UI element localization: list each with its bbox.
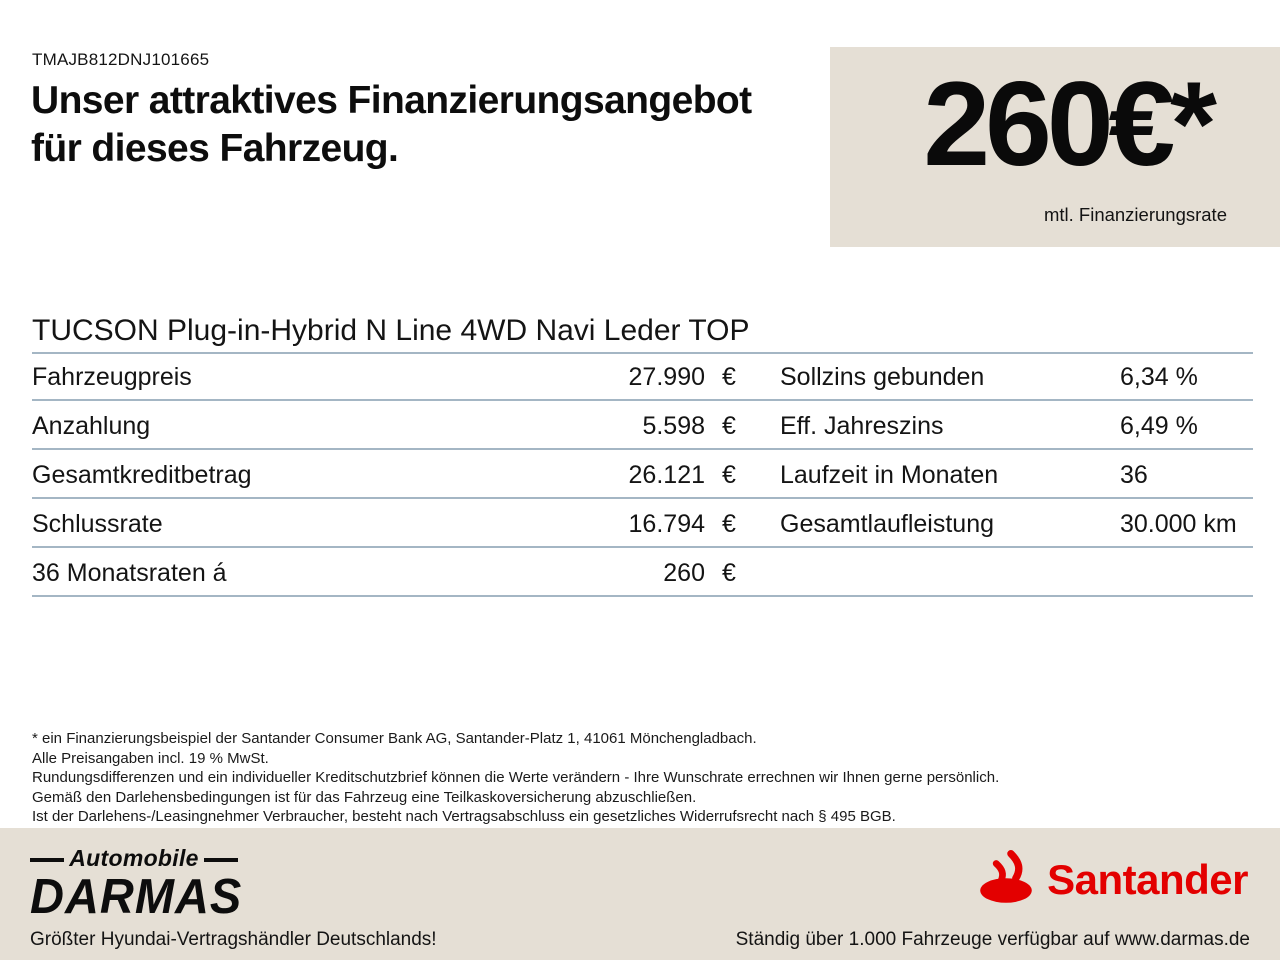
darmas-logo: Automobile DARMAS xyxy=(30,845,243,924)
footer-bar: Automobile DARMAS Größter Hyundai-Vertra… xyxy=(0,828,1280,960)
table-row: 36 Monatsraten á 260 € xyxy=(32,548,1253,597)
table-row: Anzahlung 5.598 € Eff. Jahreszins 6,49 % xyxy=(32,401,1253,450)
monthly-rate-value: 260€* xyxy=(923,57,1217,191)
row-label-right: Eff. Jahreszins xyxy=(780,412,944,440)
darmas-logo-wordmark: DARMAS xyxy=(30,868,243,924)
darmas-logo-top: Automobile xyxy=(30,845,238,872)
page-title-line1: Unser attraktives Finanzierungsangebot xyxy=(31,79,752,122)
disclaimer-line: * ein Finanzierungsbeispiel der Santande… xyxy=(32,730,757,747)
disclaimer-block: * ein Finanzierungsbeispiel der Santande… xyxy=(32,729,999,827)
table-row: Schlussrate 16.794 € Gesamtlaufleistung … xyxy=(32,499,1253,548)
row-label-left: Anzahlung xyxy=(32,412,151,440)
monthly-rate-caption: mtl. Finanzierungsrate xyxy=(1043,204,1227,225)
row-value-left: 27.990 xyxy=(628,363,705,391)
disclaimer-line: Gemäß den Darlehensbedingungen ist für d… xyxy=(32,788,697,806)
logo-rule-right xyxy=(203,858,238,862)
row-value-right: 6,34 % xyxy=(1120,363,1198,391)
row-unit: € xyxy=(722,412,736,440)
santander-flame-icon xyxy=(975,850,1037,909)
row-label-left: Schlussrate xyxy=(32,510,163,538)
row-unit: € xyxy=(722,363,736,391)
row-value-left: 16.794 xyxy=(628,510,705,538)
page-title: Unser attraktives Finanzierungsangebot f… xyxy=(31,77,752,173)
santander-logo: Santander xyxy=(975,850,1248,909)
santander-wordmark: Santander xyxy=(1047,855,1248,903)
disclaimer-line: Alle Preisangaben incl. 19 % MwSt. xyxy=(32,749,269,767)
row-value-right: 36 xyxy=(1120,461,1148,489)
row-unit: € xyxy=(722,461,736,489)
table-row: Fahrzeugpreis 27.990 € Sollzins gebunden… xyxy=(32,352,1253,401)
row-unit: € xyxy=(722,510,736,538)
row-label-right: Sollzins gebunden xyxy=(780,363,985,391)
disclaimer-line: Ist der Darlehens-/Leasingnehmer Verbrau… xyxy=(32,808,896,825)
vehicle-title: TUCSON Plug-in-Hybrid N Line 4WD Navi Le… xyxy=(32,312,1253,354)
row-label-left: Fahrzeugpreis xyxy=(32,363,192,391)
row-value-left: 260 xyxy=(663,559,705,587)
row-value-right: 6,49 % xyxy=(1120,412,1198,440)
row-label-left: 36 Monatsraten á xyxy=(32,559,227,587)
darmas-logo-automobile: Automobile xyxy=(69,845,199,871)
vehicle-vin: TMAJB812DNJ101665 xyxy=(32,50,210,69)
disclaimer-line: Rundungsdifferenzen und ein individuelle… xyxy=(32,769,1000,786)
row-value-left: 26.121 xyxy=(628,461,705,489)
availability-text: Ständig über 1.000 Fahrzeuge verfügbar a… xyxy=(735,929,1250,950)
row-value-left: 5.598 xyxy=(642,412,705,440)
row-unit: € xyxy=(722,559,736,587)
monthly-rate-panel: 260€* mtl. Finanzierungsrate xyxy=(830,47,1280,247)
row-label-right: Gesamtlaufleistung xyxy=(780,510,995,538)
page-title-line2: für dieses Fahrzeug. xyxy=(31,127,399,170)
row-value-right: 30.000 km xyxy=(1120,510,1237,538)
dealer-tagline: Größter Hyundai-Vertragshändler Deutschl… xyxy=(30,929,437,950)
row-label-left: Gesamtkreditbetrag xyxy=(32,461,252,489)
finance-table: Fahrzeugpreis 27.990 € Sollzins gebunden… xyxy=(32,352,1253,597)
row-label-right: Laufzeit in Monaten xyxy=(780,461,999,489)
table-row: Gesamtkreditbetrag 26.121 € Laufzeit in … xyxy=(32,450,1253,499)
logo-rule-left xyxy=(30,858,65,862)
